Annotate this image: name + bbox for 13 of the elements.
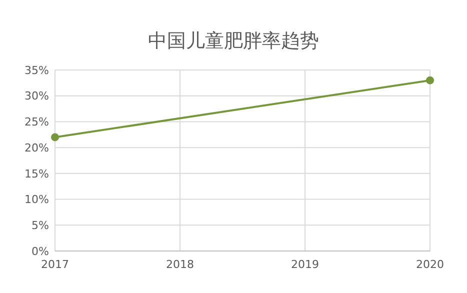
y-tick-label: 20% [24, 141, 49, 154]
y-tick-label: 0% [32, 244, 49, 258]
y-tick-label: 5% [32, 218, 49, 232]
y-tick-label: 25% [24, 116, 49, 129]
x-tick-label: 2017 [41, 258, 69, 271]
x-tick-label: 2019 [291, 258, 319, 271]
y-tick-label: 35% [24, 64, 49, 77]
x-tick-label: 2018 [166, 258, 194, 271]
x-tick-label: 2020 [416, 258, 444, 271]
y-tick-label: 15% [24, 167, 49, 180]
chart-title: 中国儿童肥胖率趋势 [148, 30, 319, 52]
y-tick-label: 10% [24, 193, 49, 206]
y-tick-label: 30% [24, 90, 49, 103]
